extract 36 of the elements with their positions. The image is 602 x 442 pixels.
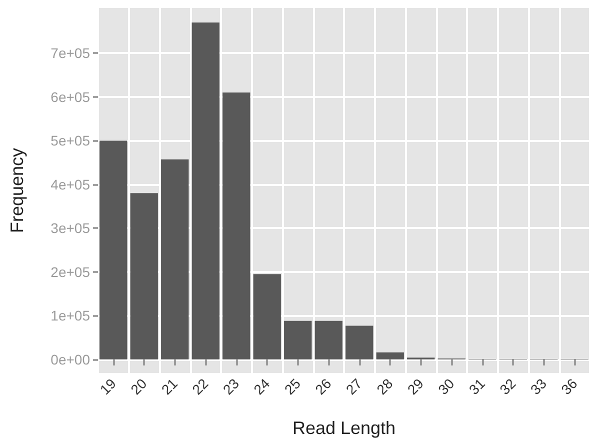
bar xyxy=(376,352,404,360)
x-tick-label: 32 xyxy=(496,375,519,398)
y-tick-label: 3e+05 xyxy=(50,220,90,236)
x-tick-label: 19 xyxy=(96,375,120,398)
bar xyxy=(314,320,342,360)
y-axis-title: Frequency xyxy=(7,148,27,234)
bar xyxy=(130,193,158,360)
x-tick-label: 30 xyxy=(434,375,458,398)
x-tick-label: 28 xyxy=(373,375,396,398)
y-tick-label: 4e+05 xyxy=(50,176,90,192)
bar xyxy=(222,92,250,360)
bar xyxy=(253,274,281,360)
x-axis-title: Read Length xyxy=(292,418,396,438)
bar xyxy=(192,22,220,360)
x-tick-label: 20 xyxy=(127,375,150,398)
y-tick-label: 1e+05 xyxy=(50,308,90,324)
x-tick-label: 26 xyxy=(312,375,334,398)
x-tick-label: 21 xyxy=(158,375,181,398)
x-tick-label: 22 xyxy=(188,375,212,398)
y-tick-label: 6e+05 xyxy=(50,88,90,105)
x-tick-label: 23 xyxy=(220,375,242,398)
bar xyxy=(284,320,312,360)
bar xyxy=(346,326,374,360)
y-tick-label: 7e+05 xyxy=(50,45,90,62)
x-tick-label: 25 xyxy=(281,375,304,398)
bar xyxy=(100,140,128,360)
x-tick-label: 31 xyxy=(466,375,488,398)
x-tick-label: 33 xyxy=(527,375,550,398)
x-tick-label: 27 xyxy=(342,375,366,398)
x-tick-label: 29 xyxy=(404,375,427,398)
y-tick-label: 5e+05 xyxy=(50,132,90,149)
x-tick-label: 24 xyxy=(250,375,273,398)
y-tick-label: 2e+05 xyxy=(50,264,90,280)
x-tick-label: 36 xyxy=(558,375,580,398)
y-tick-label: 0e+00 xyxy=(50,351,90,368)
bar xyxy=(161,159,189,360)
